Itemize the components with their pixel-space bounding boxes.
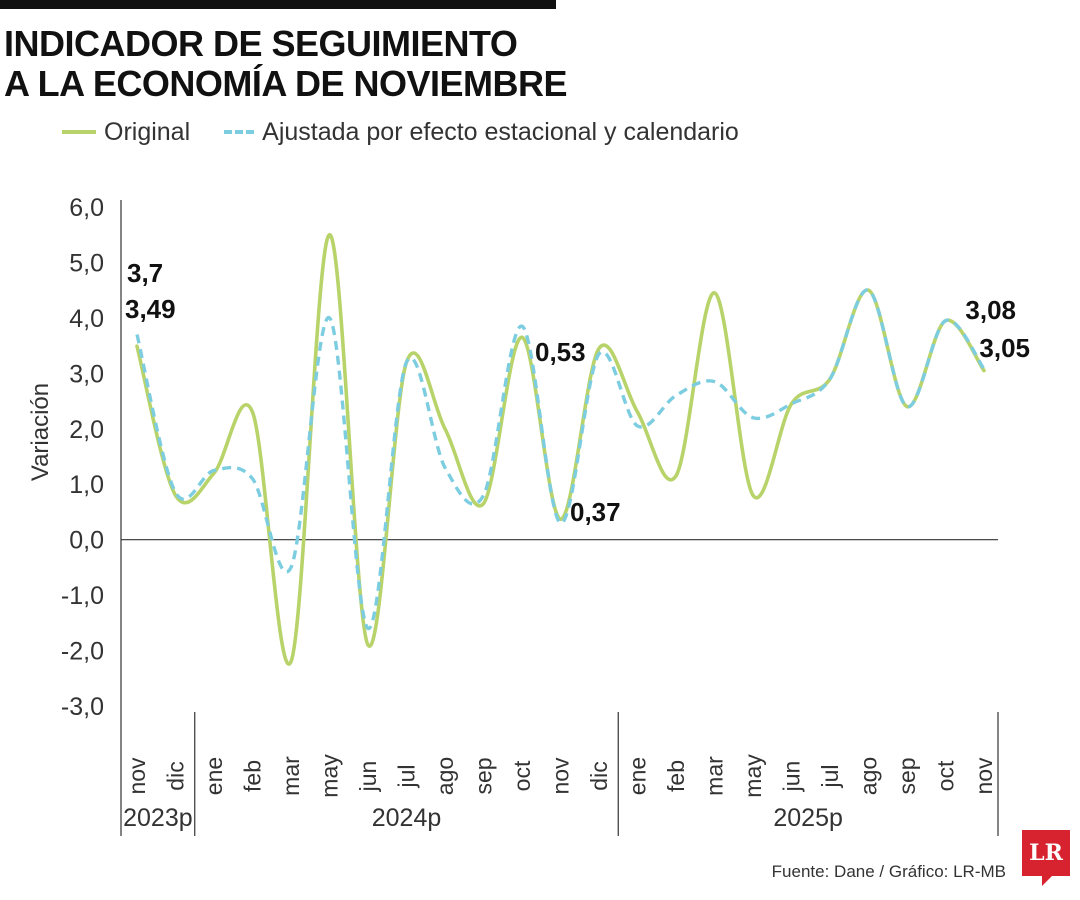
source-note: Fuente: Dane / Gráfico: LR-MB [771, 862, 1006, 881]
top-rule [0, 0, 556, 9]
x-tick-label: jul [817, 764, 843, 788]
x-tick-label: jul [394, 764, 420, 788]
legend-label-adjusted: Ajustada por efecto estacional y calenda… [262, 117, 739, 146]
x-tick-label: sep [894, 757, 920, 794]
legend-label-original: Original [104, 117, 191, 146]
x-tick-label: sep [471, 757, 497, 794]
legend: Original Ajustada por efecto estacional … [62, 114, 773, 150]
data-label: 0,53 [535, 337, 586, 367]
data-label: 3,7 [127, 258, 163, 288]
x-tick-label: may [740, 754, 766, 798]
x-tick-label: dic [586, 761, 612, 790]
x-tick-label: oct [509, 760, 535, 791]
x-tick-label: ene [201, 757, 227, 795]
x-tick-label: nov [971, 757, 997, 795]
y-tick-label: -3,0 [61, 693, 104, 721]
year-label: 2023p [123, 804, 193, 832]
x-tick-label: feb [663, 760, 689, 792]
legend-swatch-original [62, 130, 96, 134]
series-line-adjusted [135, 288, 986, 631]
x-tick-label: mar [278, 756, 304, 796]
lr-logo-tail [1042, 876, 1052, 886]
x-tick-label: may [317, 754, 343, 798]
x-tick-label: mar [702, 756, 728, 796]
y-tick-label: 5,0 [69, 249, 104, 277]
y-tick-label: -1,0 [61, 582, 104, 610]
legend-item-original: Original [62, 118, 190, 147]
lr-logo: LR [1022, 830, 1070, 876]
chart-title: INDICADOR DE SEGUIMIENTO A LA ECONOMÍA D… [4, 23, 568, 104]
x-tick-label: ene [625, 757, 651, 795]
x-tick-label: dic [163, 761, 189, 790]
y-tick-label: 2,0 [69, 416, 104, 444]
x-tick-label: jun [779, 761, 805, 793]
data-label: 0,37 [570, 497, 621, 527]
y-tick-label: 3,0 [69, 360, 104, 388]
data-label: 3,05 [979, 333, 1030, 363]
x-tick-label: feb [240, 760, 266, 792]
x-tick-label: ago [432, 757, 458, 795]
y-tick-label: 4,0 [69, 305, 104, 333]
x-tick-label: nov [124, 757, 150, 795]
x-tick-label: nov [548, 757, 574, 795]
legend-swatch-adjusted [224, 130, 255, 134]
y-tick-label: -2,0 [61, 638, 104, 666]
y-axis-title: Variación [27, 383, 54, 481]
x-tick-label: jun [355, 761, 381, 793]
series-line-original [135, 232, 986, 666]
chart-title-line1: INDICADOR DE SEGUIMIENTO [4, 23, 518, 64]
y-tick-label: 6,0 [69, 194, 104, 222]
year-label: 2024p [372, 804, 442, 832]
x-tick-label: oct [933, 760, 959, 791]
x-tick-label: ago [856, 757, 882, 795]
data-label: 3,49 [125, 294, 176, 324]
data-label: 3,08 [965, 295, 1016, 325]
chart-title-line2: A LA ECONOMÍA DE NOVIEMBRE [4, 63, 568, 104]
y-tick-label: 1,0 [69, 471, 104, 499]
year-label: 2025p [773, 804, 843, 832]
legend-item-adjusted: Ajustada por efecto estacional y calenda… [224, 118, 739, 147]
y-tick-label: 0,0 [69, 527, 104, 555]
